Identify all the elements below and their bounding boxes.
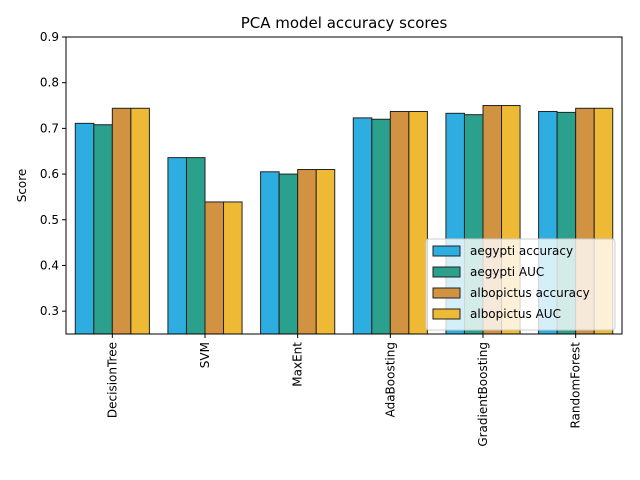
bar — [352, 117, 373, 335]
y-tick-label: 0.9 — [40, 30, 59, 44]
bar — [260, 171, 280, 335]
bar — [111, 107, 132, 335]
bar — [389, 110, 410, 335]
y-tick-label: 0.3 — [40, 304, 59, 318]
bar — [315, 169, 336, 335]
bar — [167, 157, 187, 335]
chart-title: PCA model accuracy scores — [241, 14, 448, 32]
legend-box — [425, 238, 616, 331]
x-tick-label: RandomForest — [569, 342, 583, 429]
bar — [371, 118, 391, 335]
legend-swatch — [432, 287, 461, 299]
legend-label: albopictus accuracy — [470, 286, 590, 300]
bar — [408, 110, 428, 335]
legend-swatch — [432, 245, 461, 257]
bar — [223, 201, 243, 335]
legend-label: aegypti AUC — [470, 265, 544, 279]
bar — [74, 122, 95, 335]
y-tick-label: 0.4 — [40, 258, 59, 272]
bar — [130, 107, 150, 335]
y-tick-label: 0.8 — [40, 76, 59, 90]
legend: aegypti accuracy aegypti AUC albopictus ac… — [425, 238, 616, 331]
y-tick-label: 0.5 — [40, 213, 59, 227]
legend-label: aegypti accuracy — [470, 244, 573, 258]
bar — [204, 201, 225, 335]
x-tick-label: SVM — [198, 342, 212, 368]
x-tick-label: DecisionTree — [105, 342, 119, 418]
y-tick-label: 0.7 — [40, 121, 59, 135]
legend-swatch — [432, 266, 461, 278]
y-tick-label: 0.6 — [40, 167, 59, 181]
y-axis-label: Score — [15, 169, 29, 203]
x-tick-label: GradientBoosting — [476, 342, 490, 447]
bar — [278, 173, 299, 335]
legend-swatch — [432, 308, 461, 320]
plot-frame — [65, 36, 623, 335]
x-tick-label: AdaBoosting — [383, 342, 397, 417]
x-tick-label: MaxEnt — [291, 342, 305, 387]
bar — [93, 124, 113, 335]
axes-group: 0.3 0.4 0.5 0.6 0.7 0.8 0.9 DecisionTree SVM MaxE… — [40, 30, 623, 447]
bar — [297, 169, 317, 335]
bar — [185, 157, 206, 335]
legend-label: albopictus AUC — [470, 307, 561, 321]
